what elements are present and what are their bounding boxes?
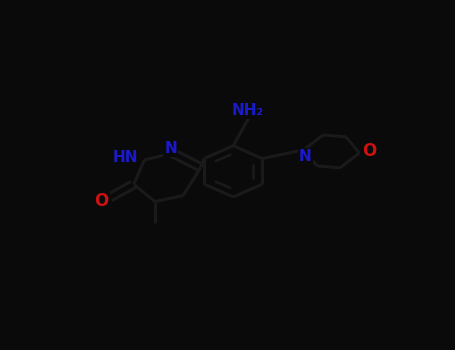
Text: NH₂: NH₂ — [231, 103, 263, 118]
Text: N: N — [164, 141, 177, 156]
Text: O: O — [94, 192, 108, 210]
Text: HN: HN — [112, 150, 138, 166]
Text: N: N — [299, 149, 312, 164]
Text: O: O — [362, 142, 376, 160]
